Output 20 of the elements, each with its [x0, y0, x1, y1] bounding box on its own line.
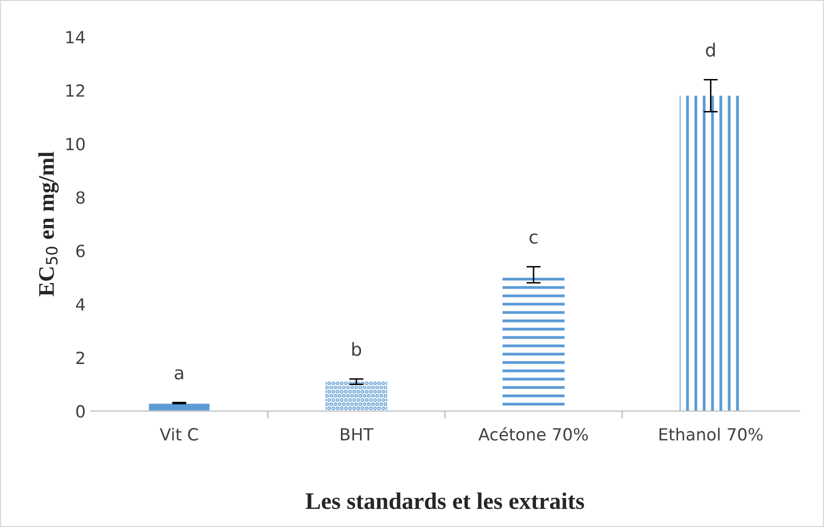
x-tick-label: Acétone 70%	[478, 427, 588, 441]
y-axis-title: EC$_{50}$ en mg/ml	[38, 152, 59, 296]
annotation: d	[706, 42, 715, 57]
bar	[148, 402, 211, 412]
y-tick-label: 12	[66, 84, 84, 97]
annotation: c	[530, 233, 538, 244]
x-tick-label: BHT	[340, 428, 374, 440]
x-tick-label: Ethanol 70%	[660, 428, 763, 441]
y-tick-label: 6	[76, 244, 85, 258]
y-tick-label: 10	[66, 138, 85, 150]
y-tick-label: 0	[76, 405, 85, 418]
y-tick-label: 4	[76, 298, 85, 310]
y-tick-label: 2	[76, 352, 84, 364]
bar	[325, 382, 388, 412]
annotation: b	[352, 342, 362, 356]
y-tick-label: 14	[66, 31, 85, 44]
x-axis-title: Les standards et les extraits	[306, 492, 584, 510]
y-tick-label: 8	[76, 191, 85, 204]
annotation: a	[174, 369, 184, 380]
x-tick-label: Vit C	[160, 428, 198, 441]
